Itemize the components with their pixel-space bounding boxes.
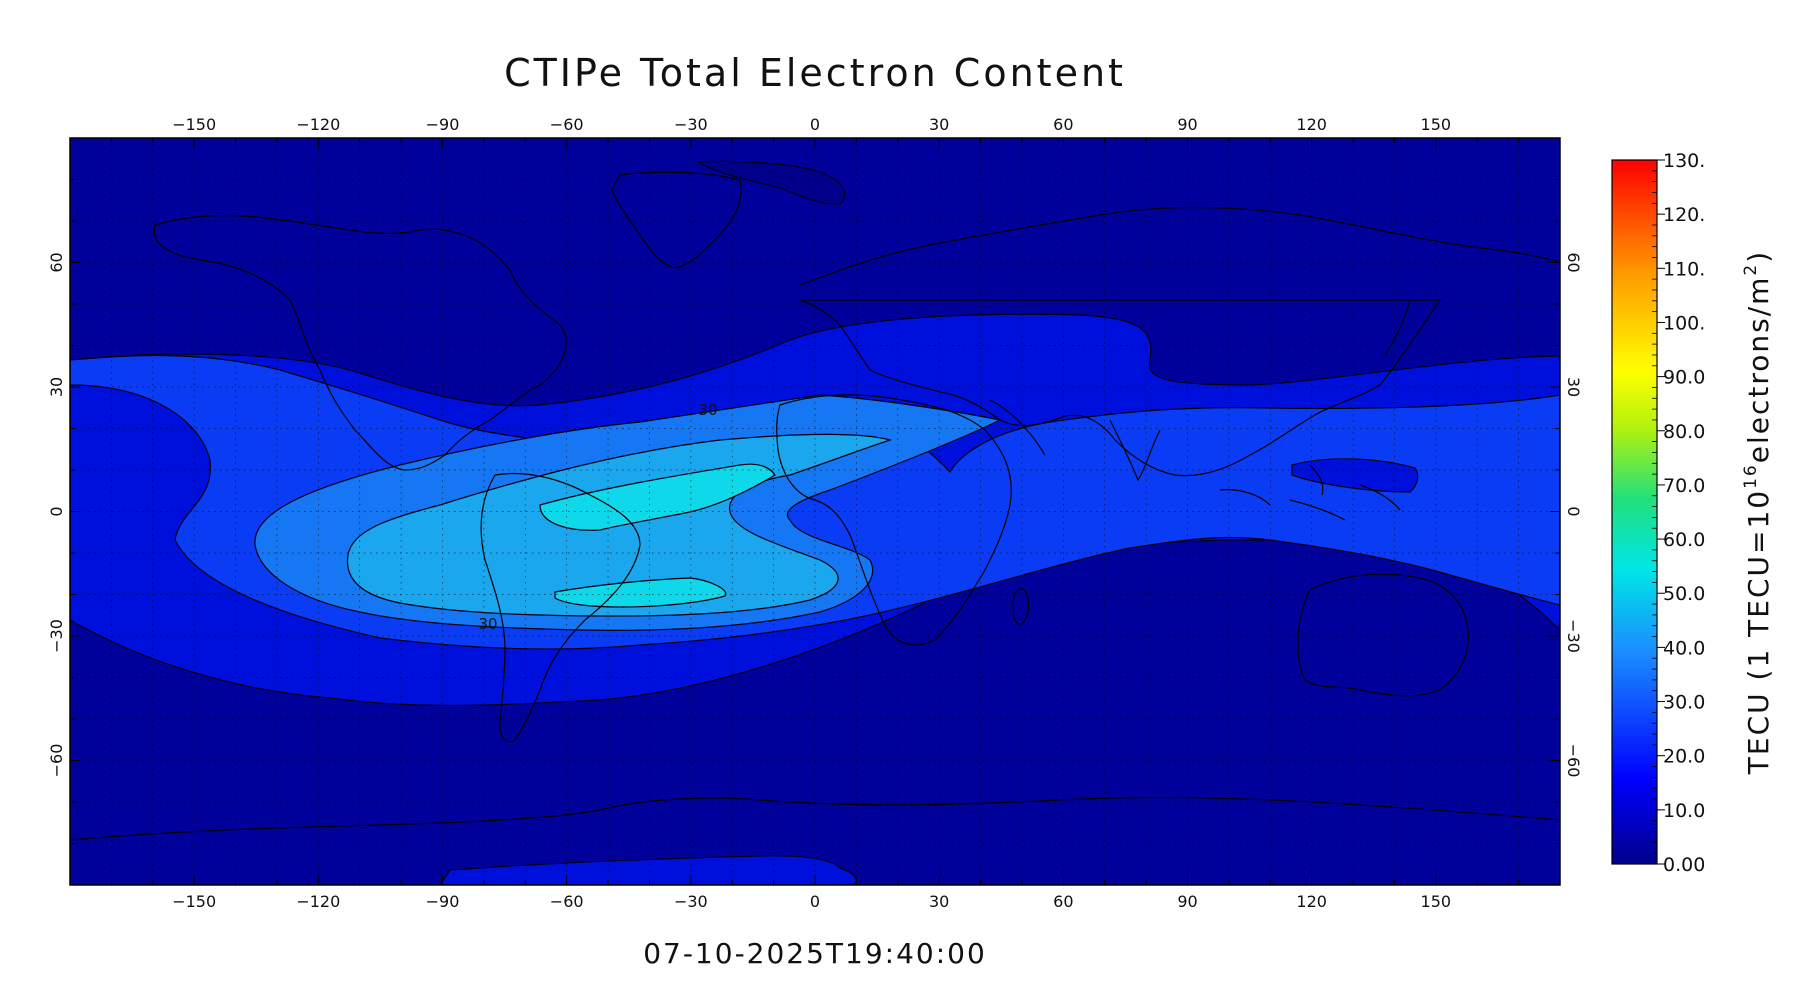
coastline-south-america: [480, 472, 641, 743]
colorbar-title-mid: electrons/m: [1742, 276, 1775, 464]
colorbar: [1611, 159, 1658, 865]
colorbar-tick-label: 100.: [1663, 312, 1705, 334]
tec-band-50-60-south: [554, 577, 727, 608]
colorbar-tick-label: 110.: [1663, 258, 1705, 280]
colorbar-tick-label: 90.0: [1663, 367, 1705, 389]
tec-band-50-60-north: [539, 463, 776, 531]
lon-label-top: −120: [296, 115, 340, 134]
lat-label-left: 30: [47, 377, 66, 397]
contour-label-south: 30: [478, 615, 497, 633]
coastline-australia: [1297, 573, 1469, 697]
lon-label-bottom: 30: [929, 892, 949, 911]
colorbar-tick-label: 120.: [1663, 204, 1705, 226]
contour-label-north: 30: [698, 401, 717, 419]
coastline-madagascar: [1012, 588, 1030, 625]
lon-label-top: −150: [172, 115, 216, 134]
lat-label-right: −60: [1564, 744, 1583, 778]
lon-label-top: 60: [1053, 115, 1073, 134]
tec-map: [70, 138, 1560, 885]
colorbar-tick-label: 70.0: [1663, 475, 1705, 497]
lat-label-right: 30: [1564, 377, 1583, 397]
lon-label-top: −90: [426, 115, 460, 134]
lon-label-bottom: −90: [426, 892, 460, 911]
lon-label-bottom: −30: [674, 892, 708, 911]
lat-label-right: 0: [1564, 506, 1583, 516]
timestamp: 07-10-2025T19:40:00: [643, 937, 987, 970]
lon-label-bottom: −60: [550, 892, 584, 911]
colorbar-ticks: 130. 120. 110. 100. 90.0 80.0 70.0 60.0 50.0 40.0…: [1652, 150, 1705, 876]
lat-label-right: 60: [1564, 252, 1583, 272]
lat-lon-grid: [70, 138, 1560, 885]
colorbar-tick-label: 60.0: [1663, 529, 1705, 551]
colorbar-tick-label: 30.0: [1663, 692, 1705, 714]
lon-label-bottom: −120: [296, 892, 340, 911]
lon-label-bottom: −150: [172, 892, 216, 911]
tec-patch-antarctic: [439, 855, 858, 885]
colorbar-title-prefix: TECU (1 TECU=10: [1742, 489, 1775, 775]
lon-label-top: −60: [550, 115, 584, 134]
lon-label-top: 150: [1421, 115, 1452, 134]
lon-label-top: −30: [674, 115, 708, 134]
colorbar-tick-label: 10.0: [1663, 800, 1705, 822]
colorbar-title-exp: 16: [1741, 463, 1761, 489]
colorbar-tick-label: 50.0: [1663, 583, 1705, 605]
coastline-north-america: [153, 214, 567, 471]
coastline-se-asia-islands: [1219, 464, 1401, 521]
chart-title: CTIPe Total Electron Content: [504, 51, 1126, 95]
lon-label-bottom: 60: [1053, 892, 1073, 911]
coastline-japan: [1384, 299, 1411, 356]
lat-label-right: −30: [1564, 619, 1583, 653]
colorbar-tick-label: 40.0: [1663, 637, 1705, 659]
lon-label-top: 0: [810, 115, 820, 134]
lon-label-bottom: 0: [810, 892, 820, 911]
map-axes: −150 −150 −120 −120 −90 −90 −60 −60 −30 −30 0 0 30 30…: [47, 115, 1583, 911]
colorbar-title-exp2: 2: [1741, 263, 1761, 276]
lon-label-bottom: 120: [1296, 892, 1327, 911]
colorbar-title: TECU (1 TECU=1016electrons/m2): [1741, 250, 1775, 775]
tec-patch-indonesia: [1291, 458, 1419, 493]
coastline-africa: [776, 394, 1012, 646]
lon-label-top: 120: [1296, 115, 1327, 134]
lon-label-bottom: 150: [1421, 892, 1452, 911]
lat-label-left: −30: [47, 619, 66, 653]
lat-label-left: 60: [47, 252, 66, 272]
lon-label-top: 30: [929, 115, 949, 134]
lat-label-left: 0: [47, 506, 66, 516]
lat-label-left: −60: [47, 744, 66, 778]
tec-patch-arctic: [695, 160, 846, 205]
colorbar-tick-label: 0.00: [1663, 854, 1705, 876]
lon-label-top: 90: [1177, 115, 1197, 134]
colorbar-title-suffix: ): [1742, 250, 1775, 263]
coastline-eurasia: [799, 206, 1560, 477]
colorbar-tick-label: 20.0: [1663, 746, 1705, 768]
colorbar-tick-label: 130.: [1663, 150, 1705, 172]
coastline-greenland: [611, 171, 742, 269]
coastline-arabia-india: [989, 399, 1161, 482]
lon-label-bottom: 90: [1177, 892, 1197, 911]
colorbar-tick-label: 80.0: [1663, 421, 1705, 443]
